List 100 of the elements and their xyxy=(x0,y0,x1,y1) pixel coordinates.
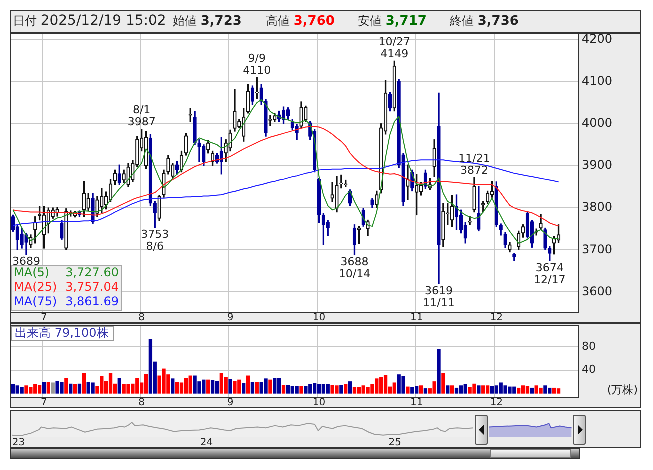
bar xyxy=(454,388,459,394)
candlestick xyxy=(419,182,424,196)
bar xyxy=(424,388,428,394)
x-tick-label: 10 xyxy=(312,312,326,324)
annotation: 3619 11/11 xyxy=(423,284,455,310)
bar xyxy=(82,373,86,394)
x-tick-label: 12 xyxy=(490,312,504,324)
bar xyxy=(264,378,268,394)
bar xyxy=(148,339,153,394)
candlestick xyxy=(539,214,543,230)
bar xyxy=(477,386,481,394)
bar xyxy=(494,386,499,394)
x-tick-label: 8 xyxy=(138,312,146,324)
chart-title: 出来高 79,100株 xyxy=(15,326,109,340)
bar xyxy=(233,380,237,394)
y-tick-label: 4000 xyxy=(582,116,613,130)
text: 終値 3,736 xyxy=(450,14,519,29)
candlestick xyxy=(64,208,68,250)
bar xyxy=(11,384,16,394)
text: 安値 3,717 xyxy=(358,14,427,29)
annotation: 8/1 3987 xyxy=(128,104,156,129)
bar xyxy=(322,384,326,394)
candlestick xyxy=(442,203,446,248)
candlestick xyxy=(415,174,419,216)
bar xyxy=(210,380,215,394)
x-tick-label: 25 xyxy=(388,438,402,449)
bar xyxy=(526,386,530,394)
bar xyxy=(42,382,46,394)
candlestick xyxy=(544,228,548,250)
y-tick-label: 3800 xyxy=(582,200,613,214)
candlestick xyxy=(340,174,344,189)
candlestick xyxy=(246,84,250,114)
bar xyxy=(144,374,148,394)
x-tick-label: 23 xyxy=(12,438,26,449)
candlestick xyxy=(344,180,348,188)
bar xyxy=(175,382,180,394)
candlestick xyxy=(548,246,552,262)
candlestick xyxy=(122,170,126,184)
bar xyxy=(51,382,55,394)
y-tick-label: 3600 xyxy=(582,284,613,298)
bar xyxy=(340,385,344,394)
candlestick xyxy=(352,224,357,256)
bar xyxy=(410,387,414,394)
candlestick xyxy=(375,190,379,208)
candlestick xyxy=(60,220,64,240)
bar xyxy=(406,386,410,394)
bar xyxy=(69,384,73,394)
candlestick xyxy=(188,108,192,122)
bar xyxy=(521,386,526,394)
x-tick-label: 11 xyxy=(410,312,424,324)
bar xyxy=(517,388,521,394)
candlestick xyxy=(86,193,90,212)
x-tick-label: 9 xyxy=(227,398,234,409)
candlestick xyxy=(406,164,410,200)
annotation: 9/9 4110 xyxy=(243,52,272,77)
bar xyxy=(268,380,272,394)
candlestick xyxy=(96,196,100,218)
candlestick xyxy=(264,99,268,137)
y-tick-label: 80 xyxy=(582,340,596,353)
candlestick xyxy=(118,164,122,186)
candlestick xyxy=(113,170,118,186)
bar xyxy=(282,385,286,394)
bar xyxy=(544,386,548,394)
candlestick xyxy=(504,232,508,248)
bar xyxy=(91,382,95,394)
bar xyxy=(286,385,290,394)
candlestick xyxy=(193,111,197,146)
candlestick xyxy=(126,163,130,188)
candlestick xyxy=(370,198,374,208)
text: 高値 3,760 xyxy=(266,14,335,29)
annotation: 3,727.60 xyxy=(66,265,119,280)
candlestick xyxy=(499,224,503,236)
bar xyxy=(317,384,322,394)
bar xyxy=(344,384,348,394)
bar xyxy=(482,386,486,394)
annotation: 3,757.04 xyxy=(66,280,119,294)
x-tick-label: 9 xyxy=(227,312,234,324)
y-tick-label: 40 xyxy=(582,363,596,376)
candlestick xyxy=(335,176,339,213)
x-tick-label: 24 xyxy=(200,438,214,449)
candlestick xyxy=(437,92,441,285)
x-tick-label: 7 xyxy=(41,398,48,409)
candlestick xyxy=(317,178,322,224)
candlestick xyxy=(286,108,290,120)
bar xyxy=(250,382,255,394)
bar xyxy=(242,383,246,394)
x-tick-label: 11 xyxy=(410,398,424,409)
bar xyxy=(246,376,250,394)
annotation: 10/27 4149 xyxy=(378,36,411,61)
bar xyxy=(78,384,82,394)
bar xyxy=(419,386,424,394)
bar xyxy=(352,387,357,394)
bar xyxy=(348,382,352,394)
annotation: 11/21 3872 xyxy=(458,152,490,178)
candlestick xyxy=(20,228,24,249)
bar xyxy=(384,375,388,394)
bar xyxy=(73,384,78,394)
bar xyxy=(224,378,228,394)
bar xyxy=(402,376,406,394)
bar xyxy=(184,378,188,394)
